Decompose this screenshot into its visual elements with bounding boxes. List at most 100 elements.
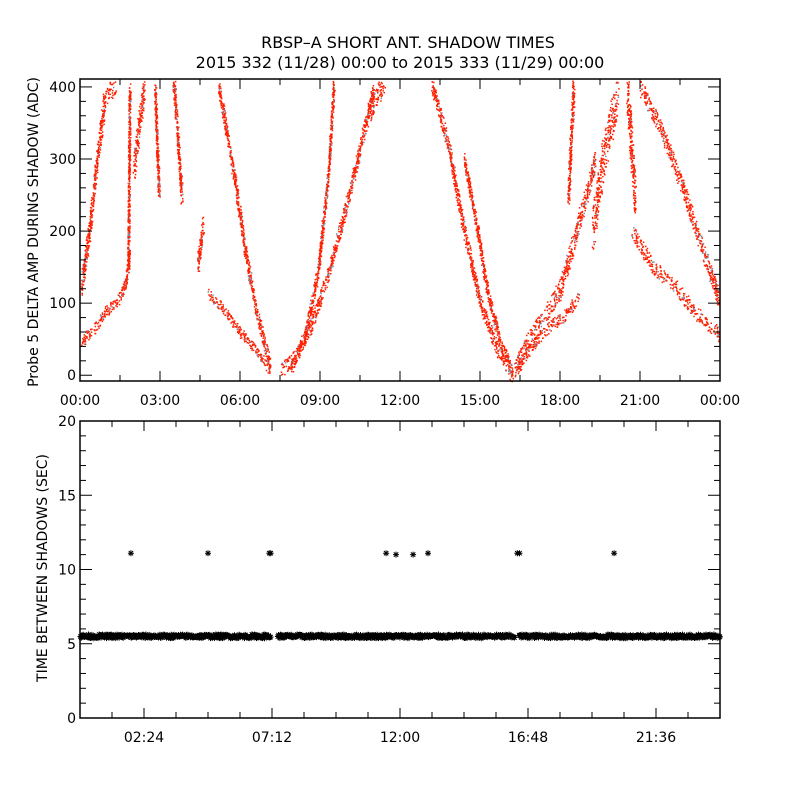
- data-point: [262, 341, 264, 344]
- data-point: [236, 187, 238, 190]
- data-point: [508, 373, 510, 375]
- data-point: [478, 298, 480, 300]
- data-point: [104, 313, 106, 315]
- data-point: [139, 103, 142, 105]
- data-point: [443, 128, 446, 131]
- data-point: [490, 337, 493, 340]
- data-point: [292, 371, 295, 373]
- data-point: [129, 203, 131, 205]
- data-point: [127, 189, 130, 191]
- data-point: [262, 339, 264, 342]
- data-point: [325, 278, 327, 280]
- data-point: [242, 240, 245, 242]
- data-point: [246, 338, 249, 341]
- data-point: [319, 266, 321, 269]
- data-point: [490, 329, 492, 331]
- data-point: [341, 215, 344, 218]
- data-point: [342, 216, 344, 219]
- data-point: [481, 253, 484, 255]
- data-point: [223, 105, 226, 107]
- data-point: [354, 175, 357, 177]
- data-point: [332, 109, 334, 111]
- data-point: [249, 266, 252, 268]
- data-point: [238, 196, 240, 199]
- data-point: [258, 316, 261, 318]
- data-point: [325, 188, 328, 190]
- data-point: [97, 149, 99, 151]
- data-point: [340, 224, 343, 226]
- data-point: [451, 165, 453, 168]
- data-point: [129, 268, 131, 270]
- data-point: [262, 341, 265, 343]
- data-point: [364, 120, 366, 122]
- data-point: [330, 134, 332, 136]
- data-point: [443, 124, 445, 127]
- data-point: [332, 81, 335, 84]
- data-point: [477, 231, 480, 234]
- data-point: [468, 257, 471, 260]
- data-point: [455, 193, 458, 196]
- data-point: [100, 121, 102, 123]
- data-point: [244, 238, 246, 241]
- data-point: [457, 194, 460, 197]
- data-point: [99, 136, 101, 138]
- data-point: [125, 279, 127, 282]
- data-point: [101, 109, 103, 111]
- data-point: [470, 266, 473, 268]
- data-point: [156, 121, 158, 123]
- data-point: [135, 136, 137, 138]
- data-point: [453, 185, 456, 187]
- data-point: [440, 121, 443, 123]
- data-point: [138, 124, 140, 127]
- data-point: [155, 123, 158, 125]
- data-point: [104, 104, 106, 107]
- data-point: [144, 89, 146, 92]
- data-point: [482, 257, 484, 259]
- data-point: [291, 366, 294, 368]
- data-point: [295, 362, 297, 364]
- data-point: [297, 349, 299, 351]
- data-point: [180, 175, 183, 178]
- data-point: [369, 106, 371, 108]
- data-point: [257, 323, 260, 325]
- data-point: [129, 199, 131, 202]
- data-point: [327, 276, 330, 279]
- data-point: [85, 336, 88, 338]
- data-point: [468, 181, 470, 183]
- data-point: [465, 229, 467, 232]
- data-point: [128, 158, 130, 161]
- data-point: [496, 348, 498, 350]
- data-point: [129, 120, 131, 123]
- data-point: [229, 155, 231, 158]
- data-point: [463, 158, 466, 161]
- data-point: [94, 332, 97, 335]
- data-point: [129, 257, 131, 260]
- data-point: [438, 115, 441, 118]
- data-point: [456, 199, 458, 202]
- data-point: [143, 91, 145, 93]
- data-point: [377, 97, 379, 100]
- data-point: [498, 345, 500, 347]
- data-point: [445, 138, 447, 141]
- data-point: [344, 203, 346, 205]
- data-point: [454, 166, 456, 169]
- data-point: [470, 263, 472, 265]
- data-point: [121, 286, 123, 289]
- data-point: [231, 162, 234, 165]
- data-point: [329, 159, 331, 161]
- data-point: [303, 338, 306, 340]
- data-point: [349, 199, 351, 202]
- data-point: [92, 195, 95, 197]
- data-point: [318, 302, 321, 305]
- data-point: [317, 302, 319, 305]
- data-point: [322, 283, 325, 285]
- data-point: [101, 119, 103, 122]
- data-point: [322, 218, 325, 221]
- data-point: [96, 328, 99, 331]
- data-point: [327, 271, 329, 273]
- data-point: [450, 161, 452, 163]
- data-point: [300, 341, 303, 344]
- data-point: [223, 109, 226, 112]
- data-point: [321, 290, 324, 292]
- data-point: [288, 357, 290, 359]
